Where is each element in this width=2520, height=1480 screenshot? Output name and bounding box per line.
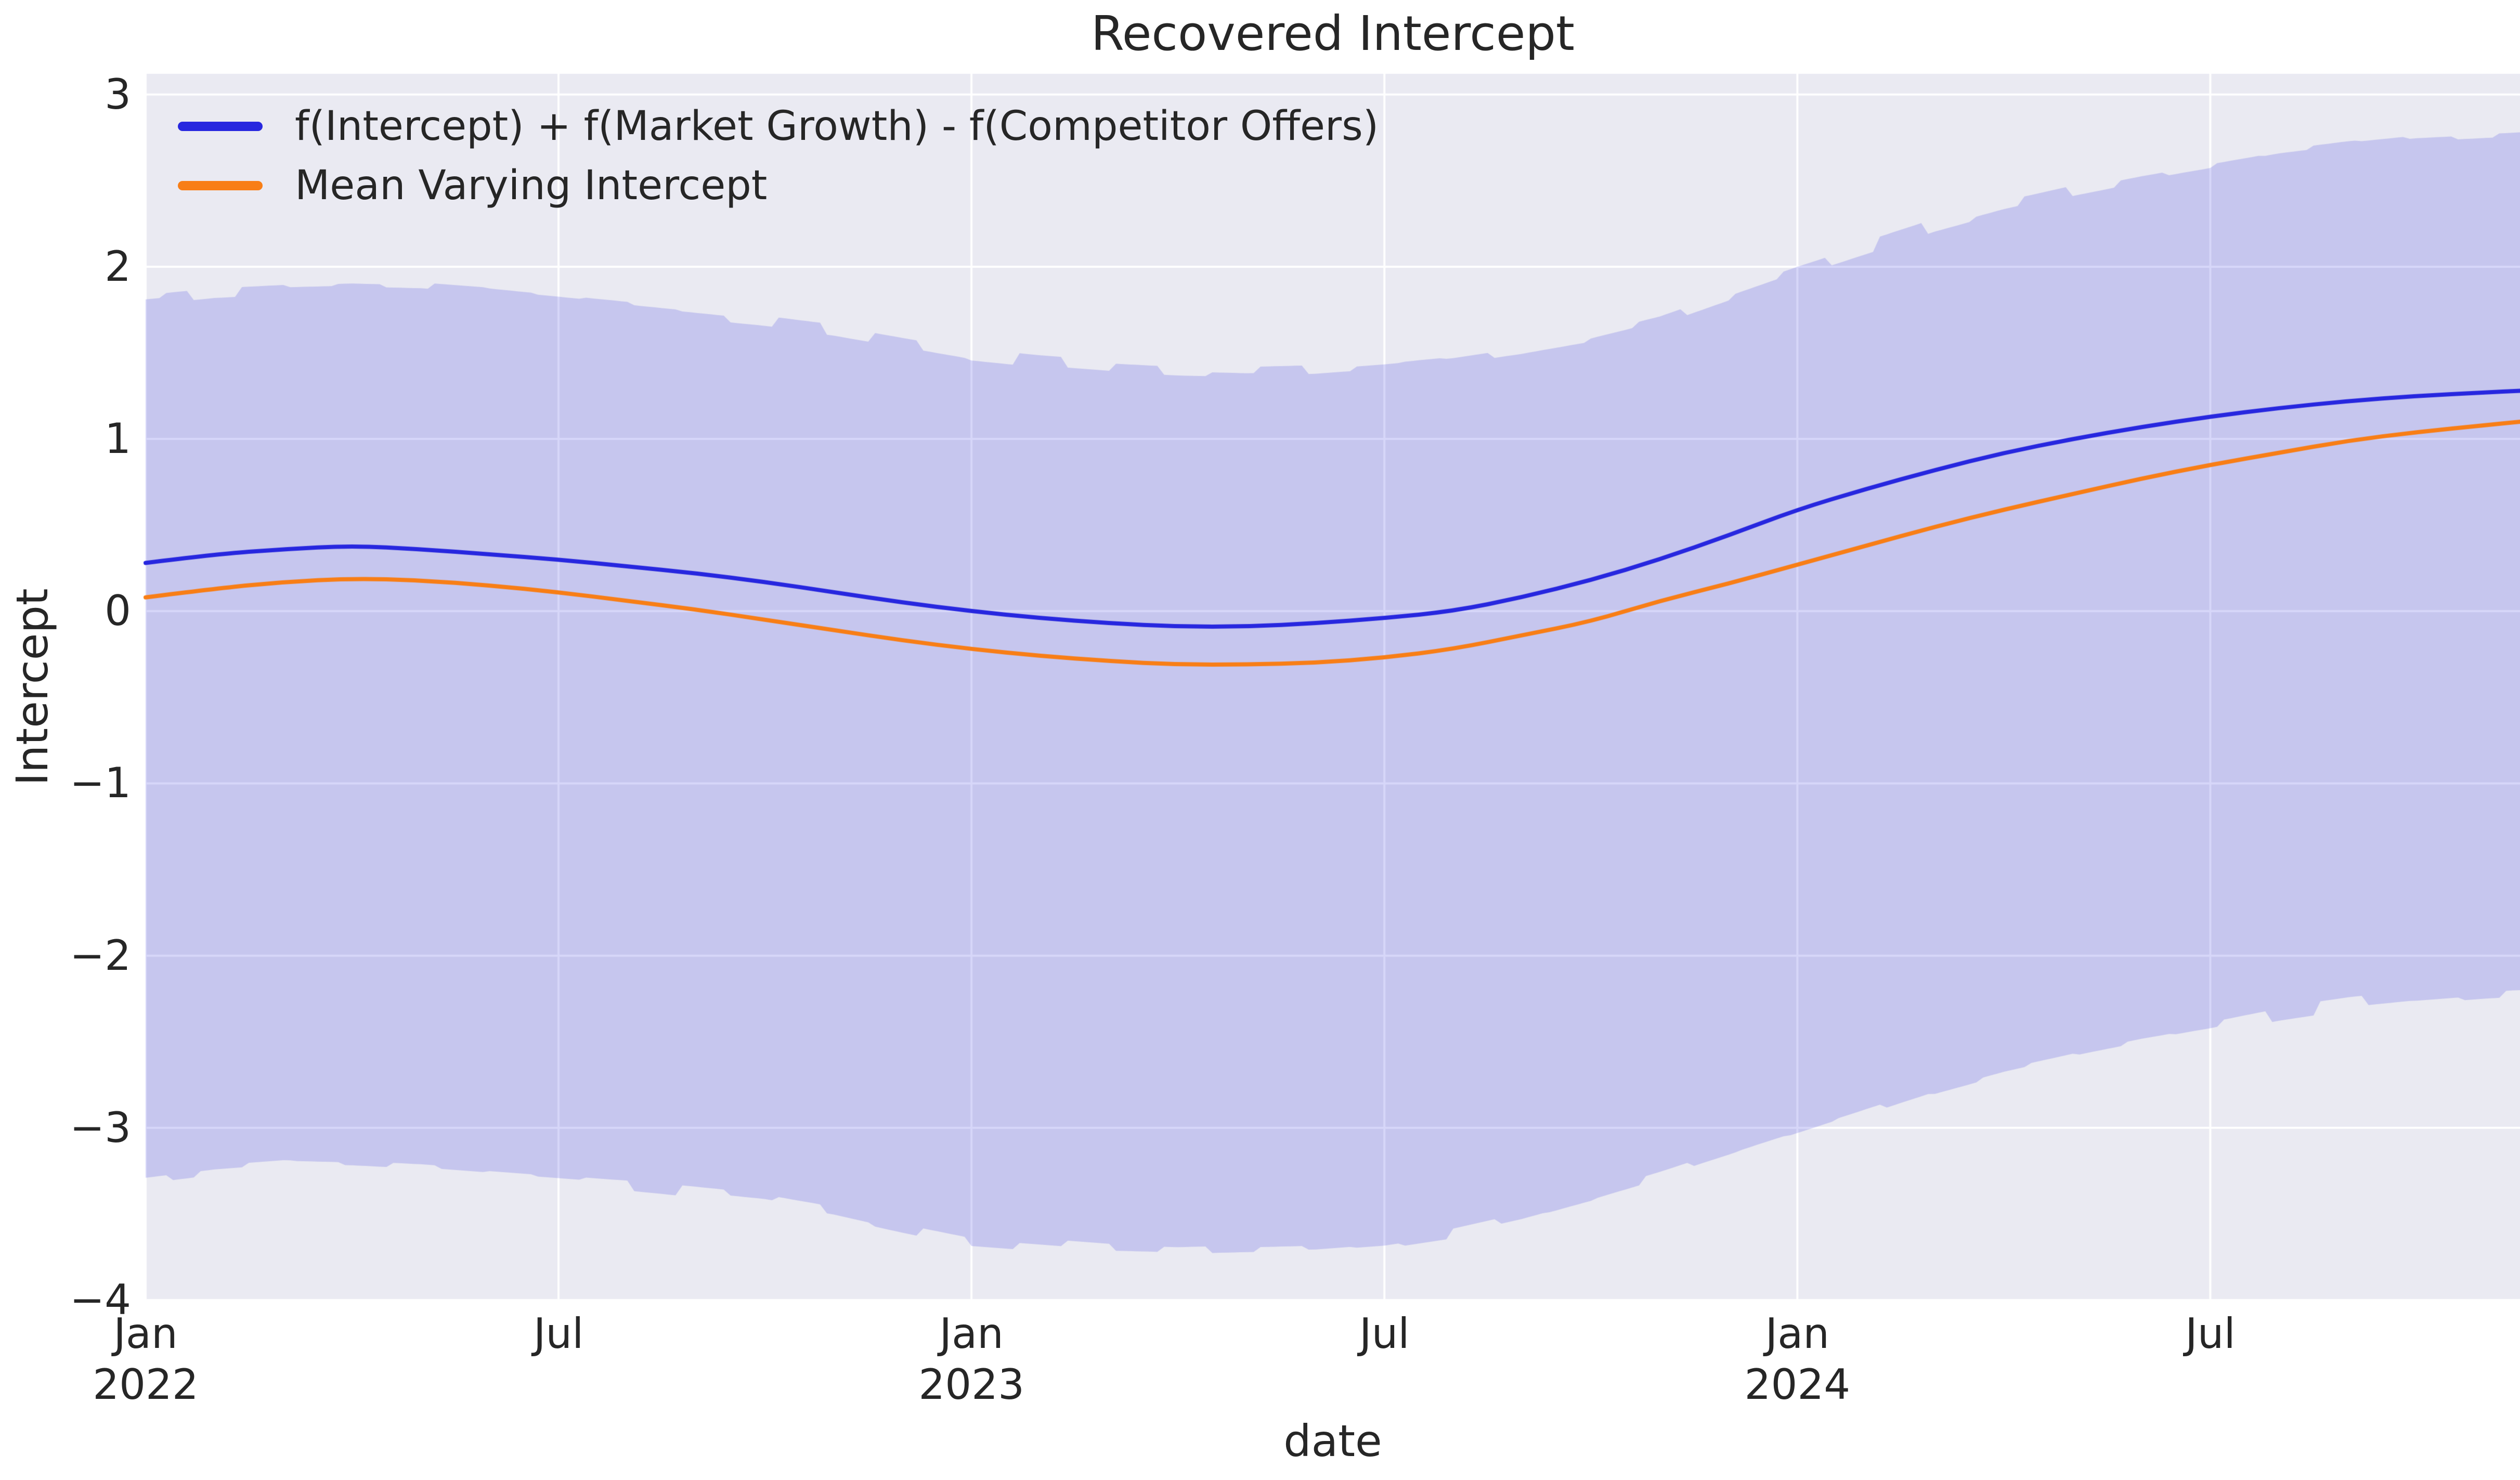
y-tick-label: −3 bbox=[70, 1103, 131, 1152]
y-tick-label: −4 bbox=[70, 1276, 131, 1324]
x-tick-year: 2023 bbox=[918, 1360, 1024, 1409]
chart-title: Recovered Intercept bbox=[1091, 6, 1575, 61]
x-tick-label: Jul bbox=[2101, 1308, 2319, 1359]
x-axis-label: date bbox=[1283, 1416, 1382, 1466]
legend-label: Mean Varying Intercept bbox=[295, 162, 768, 209]
legend: f(Intercept) + f(Market Growth) - f(Comp… bbox=[178, 97, 1379, 215]
x-tick-month: Jul bbox=[533, 1309, 584, 1358]
y-tick-label: −2 bbox=[70, 931, 131, 980]
y-tick-label: 2 bbox=[105, 242, 131, 291]
legend-line-swatch bbox=[178, 181, 263, 190]
y-tick-label: 3 bbox=[105, 70, 131, 119]
x-tick-year: 2024 bbox=[1744, 1360, 1851, 1409]
y-tick-label: 1 bbox=[105, 414, 131, 463]
x-tick-label: Jan 2023 bbox=[862, 1308, 1081, 1410]
x-tick-label: Jul bbox=[1275, 1308, 1493, 1359]
x-tick-label: Jan 2022 bbox=[36, 1308, 255, 1410]
legend-line-swatch bbox=[178, 122, 263, 131]
y-tick-label: −1 bbox=[70, 759, 131, 808]
x-tick-year: 2022 bbox=[93, 1360, 199, 1409]
legend-label: f(Intercept) + f(Market Growth) - f(Comp… bbox=[295, 103, 1379, 150]
legend-item: Mean Varying Intercept bbox=[178, 156, 1379, 215]
x-tick-month: Jan bbox=[939, 1309, 1004, 1358]
x-tick-month: Jan bbox=[113, 1309, 178, 1358]
x-tick-month: Jul bbox=[2185, 1309, 2236, 1358]
x-tick-month: Jul bbox=[1359, 1309, 1410, 1358]
legend-item: f(Intercept) + f(Market Growth) - f(Comp… bbox=[178, 97, 1379, 156]
x-tick-month: Jan bbox=[1765, 1309, 1829, 1358]
x-tick-label: Jul bbox=[449, 1308, 668, 1359]
y-tick-label: 0 bbox=[105, 587, 131, 635]
x-tick-label: Jan 2024 bbox=[1688, 1308, 1906, 1410]
